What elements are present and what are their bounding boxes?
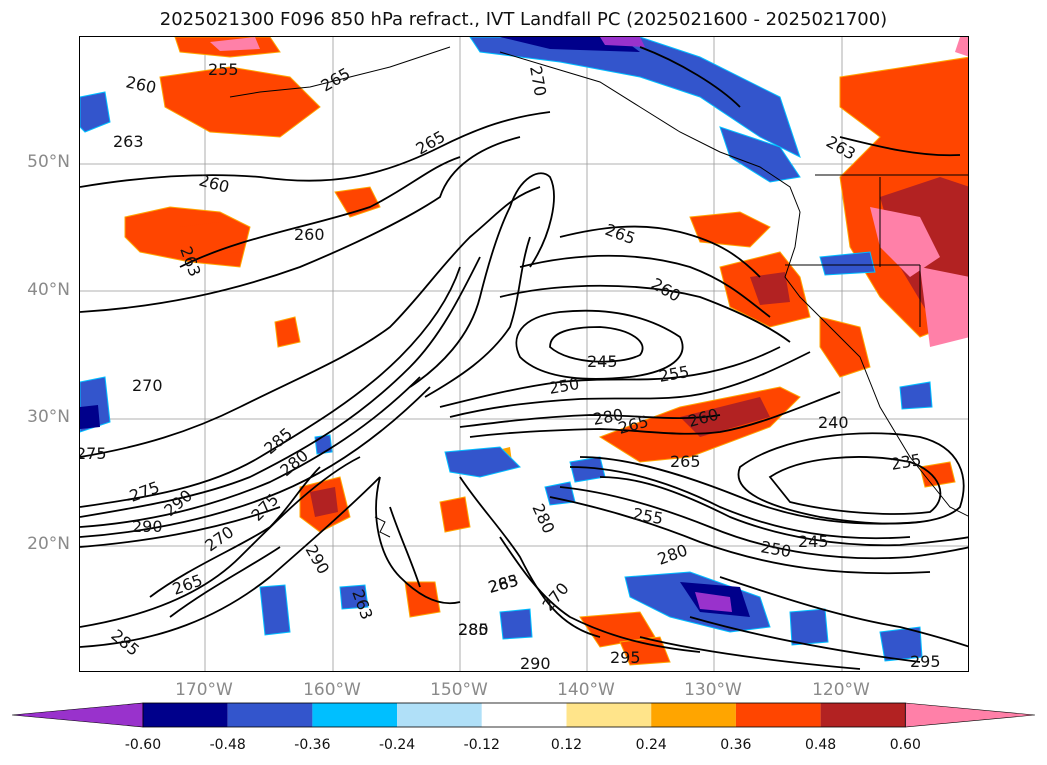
colorbar-frame (142, 702, 906, 728)
colorbar-swatch (11, 702, 144, 728)
contour-label: 270 (132, 376, 163, 395)
contour-label: 270 (526, 64, 550, 97)
lon-label: 120°W (812, 680, 870, 700)
contour-label: 260 (294, 225, 325, 244)
contour-label: 260 (124, 72, 158, 97)
colorbar-tick-label: -0.24 (378, 737, 416, 753)
contour-label: 265 (318, 64, 354, 96)
colorbar-swatch (312, 703, 398, 727)
contour-label: 250 (547, 374, 580, 398)
colorbar-swatch (143, 703, 228, 727)
colorbar-tick-label: 0.36 (720, 737, 752, 753)
colorbar-tick-label: -0.60 (124, 737, 162, 753)
lat-label: 40°N (27, 280, 70, 300)
lon-label: 140°W (557, 680, 615, 700)
contour-label: 260 (648, 274, 684, 306)
page-title: 2025021300 F096 850 hPa refract., IVT La… (159, 9, 888, 30)
contour-label: 295 (910, 652, 941, 671)
contour-labels: 260 255 265 263 265 270 260 260 265 260 … (80, 60, 941, 672)
contour-label: 275 (80, 444, 107, 463)
contour-label: 265 (170, 570, 205, 598)
colorbar-swatch (735, 703, 821, 727)
lon-label: 160°W (303, 680, 361, 700)
contour-label: 280 (655, 540, 690, 568)
contour-label: 285 (458, 620, 489, 639)
contour-label: 245 (587, 352, 618, 371)
colorbar-swatch (651, 703, 736, 727)
lat-label: 50°N (27, 152, 70, 172)
colorbar-tick-label: -0.12 (463, 737, 500, 753)
colorbar-tick-label: 0.12 (550, 737, 583, 753)
contour-label: 263 (348, 587, 376, 622)
colorbar-swatch (904, 702, 1036, 728)
lon-label: 150°W (430, 680, 488, 700)
map-svg: 260 255 265 263 265 270 260 260 265 260 … (80, 37, 968, 672)
colorbar (11, 702, 1036, 728)
positive-anomaly-shading (124, 37, 968, 666)
contour-label: 280 (276, 446, 312, 480)
contour-label: 235 (889, 450, 922, 474)
contour-label: 255 (208, 60, 239, 79)
contour-label: 245 (798, 532, 829, 551)
contour-label: 270 (539, 579, 573, 615)
colorbar-tick-label: 0.24 (635, 737, 667, 753)
contour-label: 290 (132, 517, 163, 536)
contour-label: 263 (823, 132, 859, 164)
contour-label: 265 (670, 452, 701, 471)
contour-label: 275 (127, 477, 162, 505)
contour-label: 295 (610, 648, 641, 667)
lon-label: 170°W (175, 680, 233, 700)
contour-label: 255 (631, 504, 664, 528)
contour-label: 270 (201, 522, 237, 555)
contour-label: 240 (818, 413, 849, 432)
contour-label: 265 (413, 127, 449, 159)
colorbar-tick-label: 0.60 (889, 737, 921, 753)
colorbar-tick-label: 0.48 (805, 737, 837, 753)
contour-label: 290 (302, 542, 334, 578)
colorbar-swatch (820, 703, 906, 727)
contour-label: 250 (759, 537, 792, 561)
graticule (80, 37, 968, 671)
lat-label: 20°N (27, 534, 70, 554)
negative-anomaly-shading (80, 37, 933, 662)
contour-label: 265 (603, 220, 638, 248)
contour-label: 263 (486, 571, 520, 597)
coastlines (229, 46, 968, 538)
contour-label: 255 (657, 362, 690, 386)
contour-label: 263 (113, 132, 144, 151)
colorbar-swatch (397, 703, 482, 727)
lat-label: 30°N (27, 407, 70, 427)
colorbar-swatch (566, 703, 652, 727)
contour-label: 280 (528, 501, 558, 537)
lon-label: 130°W (684, 680, 742, 700)
colorbar-tick-label: -0.36 (294, 737, 331, 753)
map-panel: 260 255 265 263 265 270 260 260 265 260 … (79, 36, 969, 672)
contour-label: 285 (107, 626, 143, 660)
colorbar-swatches (11, 702, 1036, 728)
colorbar-swatch (227, 703, 313, 727)
contour-label: 280 (458, 620, 489, 639)
colorbar-tick-label: -0.48 (209, 737, 246, 753)
contour-label: 290 (520, 654, 551, 672)
colorbar-swatch (481, 703, 567, 727)
refractivity-contours (80, 46, 968, 670)
